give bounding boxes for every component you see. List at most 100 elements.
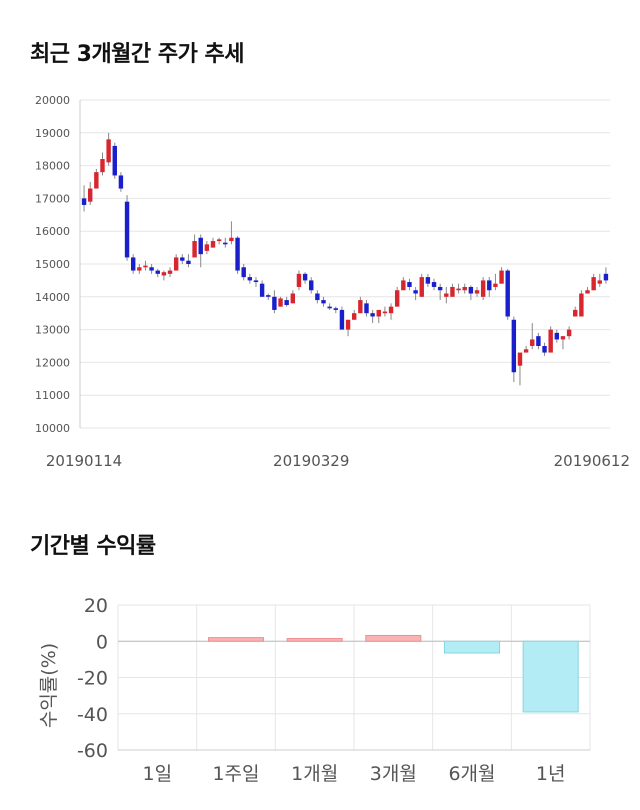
candle [554, 329, 560, 343]
candle [450, 283, 455, 297]
candle-body [517, 352, 523, 366]
y-tick-label: 13000 [35, 324, 70, 337]
y-tick-label: 17000 [35, 192, 70, 205]
candle-body [425, 277, 431, 284]
candle-body [370, 313, 375, 317]
candle-body [223, 242, 228, 245]
x-tick-label: 6개월 [448, 763, 495, 785]
candle-body [149, 267, 154, 271]
candle-body [333, 308, 339, 310]
x-tick-label: 3개월 [370, 763, 417, 785]
candle-body [480, 280, 486, 297]
candle [278, 296, 283, 307]
candle-body [321, 300, 326, 304]
candle-body [573, 309, 578, 317]
candle [499, 267, 504, 284]
candle [480, 277, 486, 301]
candle [180, 254, 185, 264]
candle [290, 290, 296, 304]
candle-body [358, 300, 363, 314]
candle [137, 264, 142, 274]
candle-body [143, 265, 148, 268]
y-tick-label: 20000 [35, 94, 70, 107]
candle [284, 296, 289, 307]
candle [327, 303, 332, 310]
candle-body [235, 237, 240, 271]
candle [560, 336, 566, 350]
candle-body [603, 273, 609, 281]
candle-body [493, 283, 498, 287]
candle [198, 234, 203, 268]
candle [437, 283, 443, 301]
candle [235, 236, 240, 274]
candle-body [499, 270, 504, 284]
candle [87, 182, 93, 205]
return-bar [207, 637, 265, 642]
candle-body [94, 172, 99, 189]
candle [382, 306, 388, 317]
y-tick-label: 0 [96, 631, 108, 653]
candle-body [315, 293, 320, 301]
candlestick-chart: 10000 11000 12000 13000 14000 15000 16000 17000… [35, 94, 630, 470]
candle [167, 267, 173, 278]
candle-body [364, 303, 369, 314]
candle-body [155, 270, 160, 274]
candle-body [351, 313, 357, 320]
candle-body [284, 300, 289, 305]
x-tick-label: 1년 [536, 763, 566, 785]
candle [419, 273, 424, 297]
candle-body [585, 290, 590, 294]
candle-body [161, 272, 167, 276]
return-bar [365, 634, 422, 642]
candle-body [523, 349, 529, 353]
candle [204, 241, 210, 255]
candle [394, 286, 400, 307]
candle-body [560, 336, 566, 340]
candle-body [468, 286, 474, 294]
candle [259, 280, 265, 297]
candle-body [229, 237, 234, 242]
candle-body [112, 145, 117, 176]
candle [339, 306, 345, 330]
y-tick-label: 14000 [35, 291, 70, 304]
candle [149, 264, 154, 274]
candle-body [548, 329, 553, 353]
candle [573, 306, 578, 317]
x-tick-label: 1일 [143, 763, 173, 785]
candle [155, 268, 160, 278]
candle-body [462, 286, 467, 291]
x-tick-label: 20190114 [46, 452, 122, 470]
candle-body [253, 280, 259, 283]
candle [143, 260, 148, 271]
y-tick-label: 18000 [35, 160, 70, 173]
candle-body [505, 270, 510, 317]
candle [591, 273, 596, 291]
candle-body [173, 257, 179, 271]
candle [413, 286, 418, 301]
return-bar [443, 640, 501, 654]
candle-body [431, 282, 437, 287]
candle-body [444, 293, 449, 297]
candle [94, 168, 99, 189]
candle [192, 234, 197, 258]
candle-body [419, 277, 424, 297]
candle [597, 273, 603, 287]
candle [296, 270, 302, 291]
y-tick-label: 11000 [35, 389, 70, 402]
candle [603, 267, 609, 284]
candle [425, 273, 431, 287]
candle-body [401, 280, 406, 291]
candle [315, 290, 320, 304]
candle [266, 293, 271, 301]
period-returns-title: 기간별 수익률 [30, 534, 156, 559]
candle-body [487, 280, 492, 291]
candle-body [259, 283, 265, 297]
candle [407, 278, 412, 291]
candle [474, 286, 480, 297]
candle-body [241, 267, 246, 278]
candle [345, 319, 351, 337]
candle [106, 132, 111, 166]
y-tick-label: 19000 [35, 127, 70, 140]
candle-body [302, 273, 308, 281]
candle-body [394, 290, 400, 307]
